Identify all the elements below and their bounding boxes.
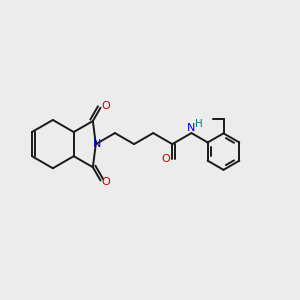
Text: O: O	[161, 154, 170, 164]
Text: H: H	[195, 118, 203, 129]
Text: O: O	[101, 177, 110, 187]
Text: N: N	[93, 139, 101, 149]
Text: N: N	[187, 123, 195, 133]
Text: O: O	[101, 101, 110, 111]
